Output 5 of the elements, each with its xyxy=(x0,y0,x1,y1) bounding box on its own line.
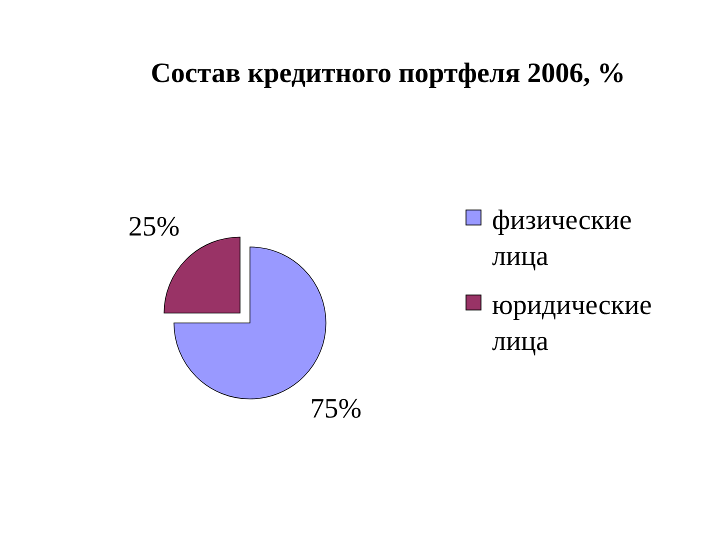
legend-label: физические лица xyxy=(492,205,632,272)
chart-title: Состав кредитного портфеля 2006, % xyxy=(150,58,626,89)
data-label: 75% xyxy=(310,393,362,424)
data-label: 25% xyxy=(128,212,180,243)
legend-label: юридические лица xyxy=(492,290,652,357)
